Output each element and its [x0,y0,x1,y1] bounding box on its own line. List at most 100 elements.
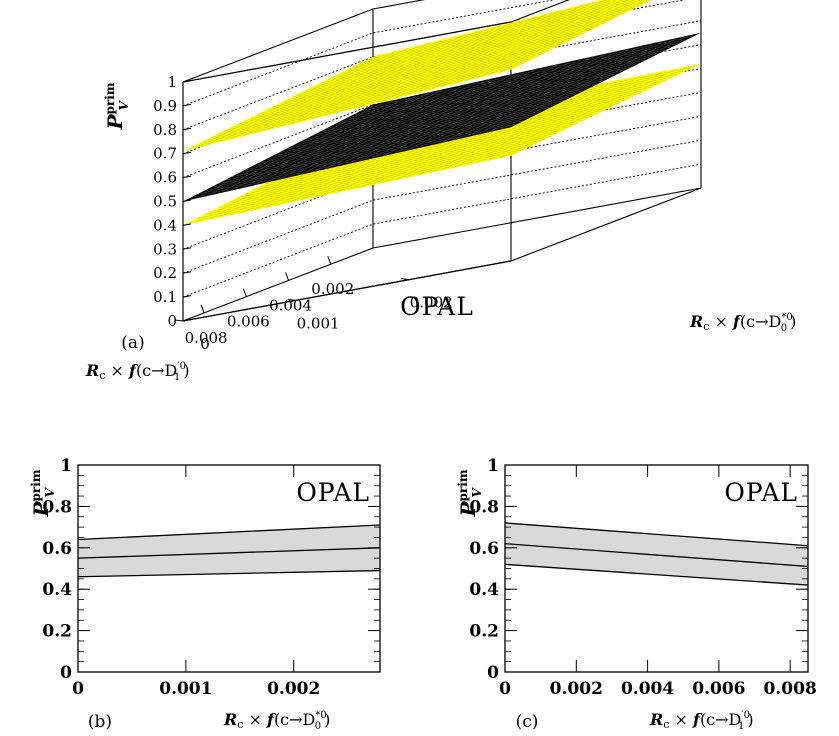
y-tick-mark-3d [182,127,192,131]
x-tick-label: 0 [72,679,84,699]
box-edge [372,187,702,249]
surface-mesh-line [405,55,596,152]
surface-mesh-line [440,0,617,88]
box-edge [182,247,374,322]
x-tick-label: 0.002 [267,679,320,699]
panel-label: (c) [516,712,539,732]
surface-mesh-line [393,4,584,100]
y-tick-label: 0.8 [469,497,499,517]
x-tick-label: 0.001 [159,679,212,699]
surface-mesh-line [230,103,559,178]
y-tick-label-3d: 0.9 [153,97,177,115]
experiment-label: OPAL [296,478,370,507]
surface-mesh-line [244,96,573,171]
y-tick-label-3d: 0.2 [153,264,177,282]
box-edge [510,0,570,23]
surface-mesh-line [271,83,600,157]
surface-mesh-line [499,34,690,131]
surface-mesh-line [358,65,549,162]
surface-mesh-line [223,49,552,132]
x-tick-label: 0 [499,679,511,699]
surface-mesh-line [257,89,586,164]
surface-mesh-line [487,37,678,133]
z-tick-label-3d: 0.002 [410,294,453,312]
y-axis-label: PprimV [29,469,57,517]
surface-mesh-line [417,82,608,176]
y-tick-mark-3d [182,80,192,83]
y-tick-label: 0.2 [42,622,72,642]
surface-mesh-line [370,9,561,105]
x-tick-label-3d: 0.008 [185,329,228,347]
y-tick-label-3d: 0.5 [153,193,177,211]
upper-bound-line [504,522,809,547]
surface-mesh-line [271,25,600,108]
surface-mesh-line [210,142,539,212]
surface-mesh-line [452,0,623,85]
central-line [504,543,809,568]
floor-edge [182,260,512,322]
surface-mesh-line [189,66,518,149]
surface-mesh-line [196,62,525,145]
surface-mesh-line [216,52,545,135]
surface-central [183,32,701,202]
y-tick-label: 0.4 [469,580,499,600]
y-tick-label-3d: 0.1 [153,288,177,306]
surface-mesh-line [475,40,666,136]
surface-mesh-line [244,125,573,195]
y-tick-label: 0.4 [42,580,72,600]
surface-mesh-line [189,123,518,199]
surface-mesh-line [250,122,579,192]
y-tick-label: 0.6 [42,539,72,559]
box-edge [372,0,426,10]
y-tick-label-3d: 0.7 [153,145,177,163]
y-tick-mark-3d [182,247,192,250]
surface-mesh-line [223,106,552,181]
surface-mesh-line [358,12,549,108]
y-tick-label-3d: 1 [167,73,177,91]
surface-mesh-line [499,0,647,73]
surface-mesh-line [475,70,666,164]
y-axis-label-a-text: PprimV [103,82,131,130]
y-tick-mark-3d [182,199,192,202]
panel-label-a: (a) [121,333,144,353]
y-tick-mark-3d [182,103,192,107]
box-edge-front [182,21,512,83]
surface-mesh-line [230,132,559,202]
y-tick-label-3d: 0 [167,312,177,330]
y-axis-label-a: PprimV [103,82,131,130]
y-axis-label-text: PprimV [29,469,57,517]
x-tick-label-3d: 0.004 [269,296,312,314]
surface-mesh-line [417,52,608,149]
surface-mesh-line [216,139,545,209]
surface-mesh-line [499,65,690,159]
x-tick-label: 0.008 [764,679,817,699]
grid-line-3d [182,139,702,274]
surface-mesh-line [203,116,532,192]
upper-bound-line [77,524,381,541]
y-tick-label: 0.6 [469,539,499,559]
y-axis-label: PprimV [456,469,484,517]
x-tick-label: 0.006 [692,679,745,699]
z-tick-mark-3d [174,319,184,322]
grid-line-3d [182,115,702,250]
y-tick-mark-3d [182,175,192,179]
surface-mesh-line [196,149,525,219]
grid-line-3d [182,163,702,298]
surface-mesh-line [203,145,532,216]
surface-mesh-line [487,0,641,76]
y-tick-label-3d: 0.3 [153,240,177,258]
surface-mesh-line [452,75,643,169]
surface-mesh-line [230,45,559,128]
z-tick-label-3d: 0.001 [297,314,340,332]
x-tick-mark-3d [327,256,332,265]
surface-mesh-line [250,35,579,118]
surface-mesh-line [417,0,605,94]
y-tick-mark-3d [182,271,192,274]
surface-mesh-line [257,32,586,115]
x-tick-mark-3d [285,272,290,281]
surface-mesh-line [393,58,584,154]
surface-mesh-line [382,7,573,103]
surface-mesh-line [464,72,655,167]
x-tick-label-3d: 0.002 [311,280,354,298]
